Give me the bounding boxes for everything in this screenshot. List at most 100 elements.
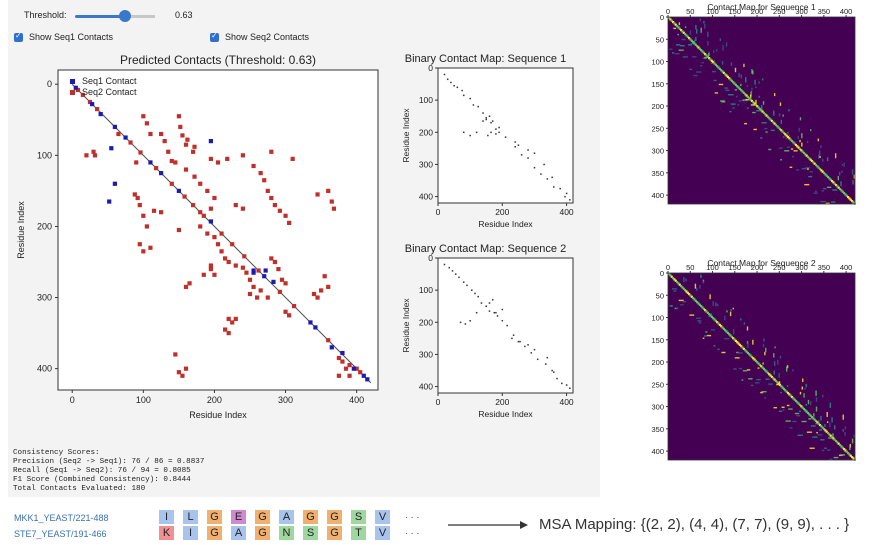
y-tick-label: 400: [419, 192, 433, 202]
heatmap-cell: [784, 150, 790, 152]
heatmap-cell: [810, 159, 814, 163]
heatmap-cell: [808, 413, 811, 416]
heatmap-cell: [753, 102, 756, 105]
heatmap-cell: [790, 395, 794, 399]
y-tick-label: 100: [419, 285, 433, 295]
heatmap-cell: [752, 70, 754, 75]
data-point: [331, 206, 337, 211]
heatmap-cell: [748, 353, 751, 356]
heatmap-cell: [801, 150, 804, 153]
contact-point: [493, 311, 496, 314]
heatmap-cell: [717, 66, 720, 69]
heatmap-cell: [756, 378, 761, 381]
data-point: [192, 144, 197, 149]
heatmap-cell: [826, 186, 832, 189]
heatmap-cell: [777, 382, 780, 385]
heatmap-cell: [786, 135, 790, 139]
heatmap-cell: [786, 365, 789, 369]
y-tick-label: 200: [651, 358, 664, 367]
heatmap-cell: [750, 104, 756, 106]
heatmap-cell: [821, 449, 825, 452]
data-point: [343, 366, 349, 371]
heatmap-cell: [751, 87, 753, 90]
heatmap-cell: [801, 142, 803, 147]
msa-residue: L: [183, 510, 198, 524]
heatmap-cell: [829, 434, 832, 437]
heatmap-cell: [805, 383, 807, 388]
heatmap-cell: [705, 310, 708, 313]
heatmap-cell: [682, 31, 685, 34]
heatmap-cell: [802, 407, 806, 411]
contact-point: [511, 337, 513, 340]
heatmap-cell: [798, 410, 801, 412]
msa-seq2-name: STE7_YEAST/191-466: [14, 529, 107, 539]
heatmap-cell: [841, 190, 844, 193]
data-point: [251, 268, 256, 273]
show-seq1-checkbox[interactable]: Show Seq1 Contacts: [14, 31, 113, 42]
heatmap-cell: [713, 345, 716, 347]
heatmap-cell: [710, 313, 713, 316]
heatmap-cell: [850, 199, 854, 203]
contact-point: [482, 120, 484, 122]
heatmap-cell: [762, 367, 766, 371]
heatmap-cell: [754, 382, 760, 384]
contact-point: [495, 311, 497, 314]
heatmap-cell: [843, 162, 845, 167]
heatmap-cell: [692, 56, 697, 58]
heatmap-cell: [822, 158, 824, 162]
heatmap-cell: [750, 91, 752, 97]
threshold-slider[interactable]: [75, 15, 155, 18]
msa-residue: E: [231, 510, 246, 524]
heatmap-cell: [712, 50, 715, 53]
heatmap-cell: [852, 201, 855, 204]
heatmap-cell: [838, 443, 842, 447]
heatmap-cell: [849, 454, 852, 457]
heatmap-cell: [728, 77, 731, 80]
heatmap-cell: [799, 391, 802, 395]
heatmap-cell: [829, 178, 832, 181]
heatmap-cell: [837, 442, 840, 445]
heatmap-cell: [840, 189, 843, 192]
heatmap-cell: [809, 171, 813, 173]
heatmap-cell: [773, 122, 776, 125]
heatmap-cell: [821, 426, 824, 429]
msa-residue: N: [279, 526, 294, 540]
heatmap-cell: [813, 418, 816, 421]
heatmap-cell: [740, 345, 743, 348]
data-point: [208, 156, 213, 161]
heatmap-cell: [753, 128, 757, 131]
data-point: [87, 99, 93, 105]
heatmap-cell: [801, 167, 807, 170]
heatmap-cell: [766, 115, 770, 119]
threshold-slider-handle[interactable]: [119, 10, 131, 22]
data-point: [148, 160, 153, 165]
binary-contact-map-seq1: Binary Contact Map: Sequence 1 Residue In…: [400, 50, 600, 235]
heatmap-cell: [793, 142, 796, 145]
heatmap-cell: [846, 451, 850, 455]
checkbox-checked-icon[interactable]: [210, 31, 219, 42]
chart-title: Predicted Contacts (Threshold: 0.63): [120, 53, 316, 67]
heatmap-cell: [773, 353, 775, 358]
y-tick-label: 250: [651, 124, 664, 133]
heatmap-cell: [774, 346, 776, 349]
contact-point: [527, 344, 529, 346]
data-point: [169, 158, 174, 164]
data-point: [279, 277, 285, 282]
show-seq2-checkbox[interactable]: Show Seq2 Contacts: [210, 31, 309, 42]
checkbox-checked-icon[interactable]: [14, 31, 23, 42]
y-tick-label: 400: [37, 364, 52, 374]
heatmap-cell: [842, 414, 844, 420]
heatmap-cell: [828, 433, 831, 436]
x-tick-label: 400: [840, 263, 853, 272]
heatmap-cell: [689, 38, 692, 41]
data-point: [187, 281, 192, 286]
y-tick-label: 350: [651, 425, 664, 434]
heatmap-cell: [784, 389, 787, 392]
contact-point: [459, 321, 462, 324]
data-point: [212, 235, 217, 240]
heatmap-cell: [800, 405, 803, 408]
contact-point: [512, 334, 515, 336]
contact-point: [544, 363, 547, 365]
data-point: [80, 92, 85, 97]
heatmap-cell: [745, 77, 747, 83]
